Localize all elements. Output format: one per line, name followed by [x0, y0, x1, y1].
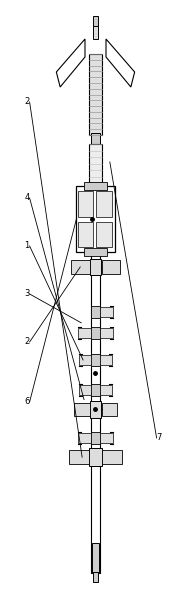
Bar	[78, 433, 91, 443]
Bar	[79, 385, 91, 395]
Bar	[78, 222, 93, 247]
Bar	[71, 260, 90, 274]
Bar	[91, 252, 100, 573]
Bar	[69, 450, 89, 464]
Bar	[100, 307, 113, 317]
Bar	[78, 191, 93, 217]
Bar	[100, 385, 112, 395]
Bar	[76, 186, 115, 252]
Bar	[90, 401, 101, 418]
Bar	[100, 328, 113, 338]
Bar	[102, 260, 120, 274]
Bar	[100, 355, 112, 365]
Bar	[89, 144, 102, 183]
Text: 2: 2	[24, 97, 30, 107]
Text: 2: 2	[24, 337, 30, 346]
Bar	[91, 327, 100, 339]
Text: 6: 6	[24, 397, 30, 407]
Bar	[102, 403, 117, 416]
Text: 1: 1	[24, 241, 30, 251]
Text: 4: 4	[24, 193, 30, 202]
Bar	[93, 26, 98, 39]
Bar	[96, 222, 112, 247]
Bar	[93, 16, 98, 27]
Bar	[91, 306, 100, 318]
Bar	[91, 384, 100, 396]
Bar	[92, 543, 99, 573]
Bar	[84, 182, 107, 190]
Bar	[90, 259, 101, 275]
Bar	[89, 448, 102, 466]
Bar	[91, 354, 100, 366]
Polygon shape	[56, 39, 85, 87]
Bar	[91, 432, 100, 444]
Bar	[74, 403, 90, 416]
Bar	[93, 572, 98, 582]
Bar	[96, 191, 112, 217]
Bar	[84, 248, 107, 256]
Bar	[79, 355, 91, 365]
Bar	[100, 433, 113, 443]
Bar	[102, 450, 122, 464]
Bar	[91, 133, 100, 144]
Bar	[78, 328, 91, 338]
Text: 7: 7	[157, 433, 162, 443]
Polygon shape	[106, 39, 135, 87]
Text: 3: 3	[24, 289, 30, 298]
Bar	[89, 54, 102, 135]
